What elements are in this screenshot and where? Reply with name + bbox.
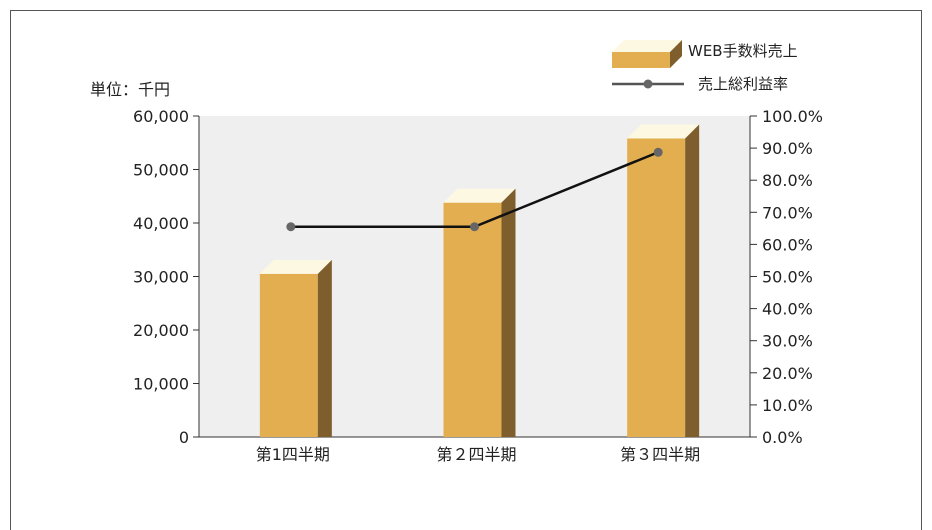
line-point xyxy=(653,147,663,157)
chart-svg: 単位：千円 0 10,000 20,000 30,000 40,000 50,000 60,… xyxy=(90,40,823,464)
y-right-tick-label: 80.0% xyxy=(762,171,813,190)
bar-side xyxy=(317,259,332,437)
x-tick-label: 第1四半期 xyxy=(256,445,330,464)
bar-front xyxy=(443,202,502,437)
line-point xyxy=(286,222,296,232)
legend-bar-swatch xyxy=(612,40,682,68)
y-right-tick-label: 70.0% xyxy=(762,203,813,222)
y-right-tick-label: 60.0% xyxy=(762,235,813,254)
y-right-tick-label: 20.0% xyxy=(762,364,813,383)
line-point xyxy=(470,222,479,232)
unit-label: 単位：千円 xyxy=(90,80,170,99)
x-tick-label: 第２四半期 xyxy=(436,445,516,464)
legend-line-marker xyxy=(643,79,653,89)
y-left-tick-label: 40,000 xyxy=(133,214,189,233)
y-right-tick-label: 50.0% xyxy=(762,268,813,287)
y-right-tick-label: 90.0% xyxy=(762,139,813,158)
legend-bar-side xyxy=(670,40,682,68)
y-left-tick-label: 30,000 xyxy=(133,268,189,287)
chart-frame xyxy=(10,10,922,530)
y-right-tick-label: 10.0% xyxy=(762,396,813,415)
y-right-tick-label: 100.0% xyxy=(762,107,823,126)
bar-front xyxy=(627,138,686,437)
legend-label: 売上総利益率 xyxy=(698,75,788,93)
y-left-tick-label: 10,000 xyxy=(133,375,189,394)
bar-top xyxy=(443,188,516,203)
legend-bar-top xyxy=(612,40,682,52)
y-left-tick-label: 0 xyxy=(179,428,189,447)
y-left-tick-label: 50,000 xyxy=(133,161,189,180)
y-left-tick-label: 60,000 xyxy=(133,107,189,126)
bar xyxy=(259,259,332,437)
y-right-tick-label: 0.0% xyxy=(762,428,803,447)
legend-label: WEB手数料売上 xyxy=(688,42,798,60)
y-left-tick-label: 20,000 xyxy=(133,321,189,340)
y-right-tick-label: 30.0% xyxy=(762,332,813,351)
chart-container: 単位：千円 0 10,000 20,000 30,000 40,000 50,000 60,… xyxy=(10,10,922,530)
bar-side xyxy=(501,188,516,437)
bar-top xyxy=(259,259,332,274)
y-right-tick-label: 40.0% xyxy=(762,300,813,319)
bar xyxy=(443,188,516,437)
bar-top xyxy=(627,124,700,139)
bar-front xyxy=(259,273,318,437)
legend-bar-front xyxy=(612,52,670,68)
x-tick-label: 第３四半期 xyxy=(620,445,700,464)
bar xyxy=(627,124,700,437)
bar-side xyxy=(685,124,700,437)
